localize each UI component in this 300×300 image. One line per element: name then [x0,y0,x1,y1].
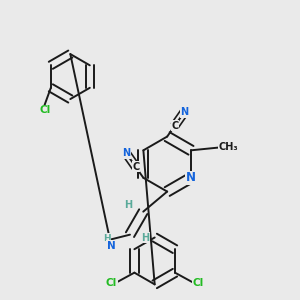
Text: Cl: Cl [40,105,51,115]
Text: N: N [186,171,196,184]
Text: H: H [124,200,132,210]
Text: C: C [132,162,139,172]
Text: N: N [107,241,116,250]
Text: CH₃: CH₃ [218,142,238,152]
Text: N: N [180,107,188,117]
Text: H: H [103,234,110,243]
Text: N: N [122,148,130,158]
Text: C: C [171,121,178,130]
Text: Cl: Cl [106,278,117,288]
Text: Cl: Cl [192,278,203,288]
Text: H: H [142,233,150,243]
